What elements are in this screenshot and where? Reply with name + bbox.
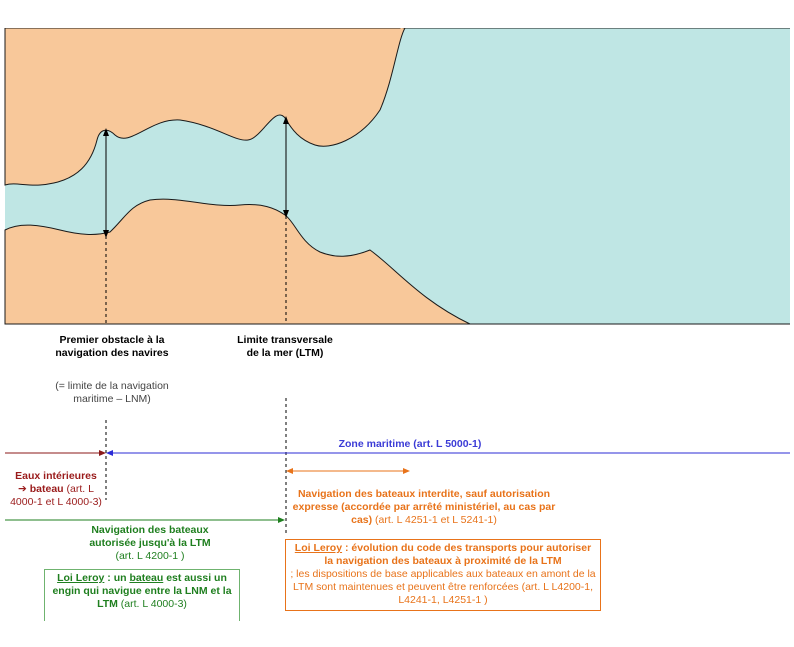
nav-autorisee-line1: Navigation des bateaux	[91, 524, 209, 536]
loi-leroy-orange-details: ; les dispositions de base applicables a…	[290, 568, 596, 606]
ltm-title: Limite transversale de la mer (LTM)	[237, 334, 333, 359]
nav-interdite-label: Navigation des bateaux interdite, sauf a…	[290, 488, 558, 527]
ltm-arrow-top	[283, 116, 289, 124]
nav-interdite-ref: (art. L 4251-1 et L 5241-1)	[372, 514, 497, 526]
restricted-arrow-right	[403, 468, 410, 474]
loi-leroy-green-ref: (art. L 4000-3)	[117, 598, 187, 610]
lnm-arrow-top	[103, 128, 109, 136]
maritime-zone-arrowhead	[106, 450, 113, 456]
loi-leroy-orange-box: Loi Leroy : évolution du code des transp…	[285, 539, 601, 611]
obstacle-note: (= limite de la navigation maritime – LN…	[55, 380, 169, 405]
loi-leroy-green-title: Loi Leroy	[57, 572, 105, 584]
nav-autorisee-ref: (art. L 4200-1 )	[115, 550, 185, 562]
obstacle-title: Premier obstacle à la navigation des nav…	[55, 334, 169, 359]
nav-autorisee-label: Navigation des bateaux autorisée jusqu'à…	[60, 524, 240, 563]
loi-leroy-green-box: Loi Leroy : un bateau est aussi un engin…	[44, 569, 240, 621]
navigation-allowed-arrowhead	[278, 517, 285, 523]
ltm-arrow-bottom	[283, 210, 289, 218]
loi-leroy-orange-title: Loi Leroy	[294, 542, 343, 554]
eaux-ref-a: (art. L	[66, 483, 94, 495]
restricted-arrow-left	[286, 468, 293, 474]
eaux-title: Eaux intérieures	[15, 470, 97, 482]
inland-waters-arrowhead	[99, 450, 106, 456]
nav-autorisee-line2: autorisée jusqu'à la LTM	[89, 537, 211, 549]
eaux-ref-b: 4000-1 et L 4000-3)	[10, 496, 102, 508]
loi-leroy-green-bateau: bateau	[129, 572, 164, 584]
loi-leroy-green-text-2: est aussi un engin qui navigue entre la …	[52, 572, 232, 610]
land-upper	[4, 26, 790, 186]
eaux-bateau: ➔ bateau	[18, 483, 64, 495]
land-lower	[4, 198, 471, 325]
eaux-interieures-label: Eaux intérieures ➔ bateau (art. L 4000-1…	[6, 470, 106, 509]
loi-leroy-green-text-1: : un	[104, 572, 130, 584]
zone-maritime-label: Zone maritime (art. L 5000-1)	[338, 438, 482, 450]
loi-leroy-orange-text: : évolution du code des transports pour …	[324, 542, 592, 567]
nav-interdite-text: Navigation des bateaux interdite, sauf a…	[292, 488, 556, 526]
lnm-arrow-bottom	[103, 230, 109, 238]
